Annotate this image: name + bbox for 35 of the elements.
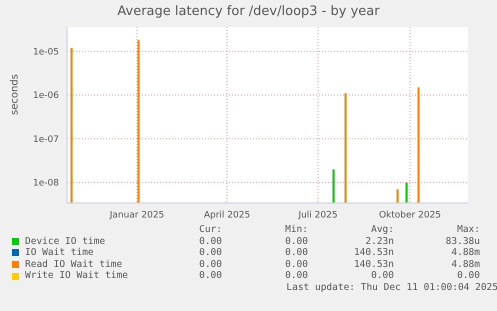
x-tick-label: April 2025 — [204, 210, 250, 220]
text: Min: — [284, 224, 308, 236]
text: 0.00 — [370, 270, 394, 282]
text: 4.88m — [450, 258, 480, 270]
text: Avg: — [370, 224, 394, 236]
x-tick-label: Oktober 2025 — [378, 210, 442, 220]
text: 0.00 — [284, 247, 308, 259]
legend-label: Write IO Wait time — [25, 270, 129, 282]
legend-label: Device IO time — [25, 236, 106, 248]
text: 0.00 — [198, 236, 222, 248]
y-axis-title: seconds — [10, 74, 21, 115]
text: 83.38u — [444, 236, 480, 248]
text: 0.00 — [284, 236, 308, 248]
y-tick-label: 1e-05 — [33, 48, 59, 58]
y-tick-label: 1e-06 — [33, 91, 60, 102]
text: 140.53n — [352, 247, 394, 259]
text: 0.00 — [456, 270, 480, 282]
legend-label: Read IO Wait time — [25, 258, 124, 270]
legend-label: IO Wait time — [25, 247, 95, 259]
text: 0.00 — [284, 270, 308, 282]
text: 2.23n — [364, 236, 394, 248]
y-tick-label: 1e-07 — [33, 134, 59, 145]
text: 0.00 — [198, 270, 222, 282]
y-tick-label: 1e-08 — [33, 178, 60, 189]
text: 0.00 — [284, 258, 308, 270]
text: 0.00 — [198, 247, 222, 259]
chart-title: Average latency for /dev/loop3 - by year — [116, 4, 381, 19]
x-tick-label: Januar 2025 — [108, 210, 164, 220]
text: 140.53n — [352, 258, 394, 270]
text: Max: — [456, 224, 480, 236]
text: 0.00 — [198, 258, 222, 270]
text: Last update: Thu Dec 11 01:00:04 2025 — [285, 282, 497, 294]
text: Cur: — [198, 224, 222, 236]
x-tick-label: Juli 2025 — [297, 210, 338, 220]
text: 4.88m — [450, 247, 480, 259]
